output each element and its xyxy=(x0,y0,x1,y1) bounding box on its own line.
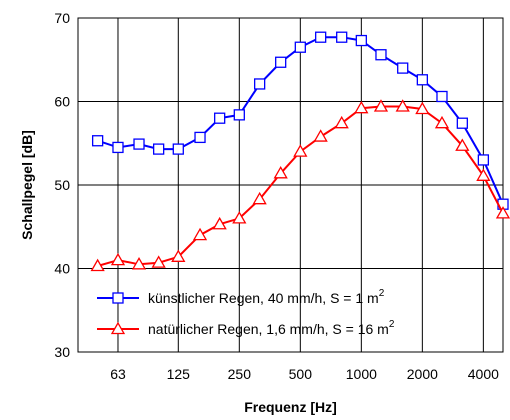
data-point-square xyxy=(336,31,348,43)
data-point-square xyxy=(254,78,266,90)
y-tick-label: 50 xyxy=(54,177,70,193)
series-triangle xyxy=(90,99,510,272)
legend-item: künstlicher Regen, 40 mm/h, S = 1 m2 xyxy=(97,288,385,306)
data-point-square xyxy=(172,143,184,155)
x-tick-label: 4000 xyxy=(468,366,499,382)
y-tick-label: 70 xyxy=(54,10,70,26)
data-point-square xyxy=(275,56,287,68)
data-point-square xyxy=(355,34,367,47)
data-point-triangle xyxy=(455,138,470,151)
x-tick-label: 2000 xyxy=(407,366,438,382)
legend-label-text: künstlicher Regen, 40 mm/h, S = 1 m xyxy=(148,290,379,306)
data-point-triangle xyxy=(151,255,166,268)
legend-item: natürlicher Regen, 1,6 mm/h, S = 16 m2 xyxy=(97,319,395,337)
data-point-triangle xyxy=(334,115,349,129)
legend-label: künstlicher Regen, 40 mm/h, S = 1 m2 xyxy=(148,288,385,306)
series-square xyxy=(91,31,509,210)
data-point-triangle xyxy=(192,227,208,241)
data-point-square xyxy=(233,109,245,121)
y-axis-title: Schallpegel [dB] xyxy=(19,130,35,240)
legend-label-superscript: 2 xyxy=(379,288,385,299)
data-point-square xyxy=(133,138,145,150)
data-point-triangle xyxy=(373,99,389,112)
x-tick-label: 250 xyxy=(228,366,252,382)
data-point-square xyxy=(214,112,226,124)
data-point-triangle xyxy=(212,216,227,230)
data-point-square xyxy=(194,131,206,144)
data-point-triangle xyxy=(395,99,410,112)
legend: künstlicher Regen, 40 mm/h, S = 1 m2natü… xyxy=(97,288,395,337)
data-point-triangle xyxy=(232,211,247,224)
data-point-square xyxy=(112,141,124,154)
data-point-triangle xyxy=(110,321,126,335)
data-point-square xyxy=(456,117,468,129)
data-point-triangle xyxy=(110,252,126,266)
data-point-triangle xyxy=(171,249,186,262)
data-point-square xyxy=(112,292,124,304)
data-point-square xyxy=(294,41,306,53)
y-tick-label: 60 xyxy=(54,94,70,110)
grid-lines xyxy=(78,18,503,352)
legend-label-text: natürlicher Regen, 1,6 mm/h, S = 16 m xyxy=(148,321,389,337)
data-point-square xyxy=(153,143,165,155)
y-tick-label: 40 xyxy=(54,261,70,277)
data-point-triangle xyxy=(252,191,267,205)
y-tick-label: 30 xyxy=(54,344,70,360)
data-point-square xyxy=(477,154,490,166)
data-point-triangle xyxy=(273,165,288,179)
data-point-square xyxy=(375,49,387,61)
data-point-triangle xyxy=(131,257,147,270)
x-tick-label: 500 xyxy=(289,366,313,382)
data-point-triangle xyxy=(434,115,450,129)
axis-ticks: 30 40 50 60 70 63 125 250 500 1000 2000 4000 xyxy=(54,10,499,382)
data-point-square xyxy=(91,135,104,147)
legend-label-superscript: 2 xyxy=(389,319,395,330)
data-point-triangle xyxy=(495,206,510,219)
data-point-triangle xyxy=(354,100,369,114)
data-point-triangle xyxy=(313,129,328,142)
x-tick-label: 1000 xyxy=(346,366,377,382)
series-layer xyxy=(90,31,510,272)
data-point-triangle xyxy=(476,168,491,181)
data-point-triangle xyxy=(293,144,308,157)
data-point-triangle xyxy=(90,258,105,272)
x-tick-label: 125 xyxy=(167,366,191,382)
plot-area-frame xyxy=(77,17,504,353)
legend-label: natürlicher Regen, 1,6 mm/h, S = 16 m2 xyxy=(148,319,395,337)
data-point-square xyxy=(416,74,428,86)
data-point-triangle xyxy=(415,101,430,115)
data-point-square xyxy=(315,31,327,43)
x-axis-title: Frequenz [Hz] xyxy=(244,399,337,415)
data-point-square xyxy=(436,90,448,103)
data-point-square xyxy=(397,62,409,74)
x-tick-label: 63 xyxy=(110,366,126,382)
